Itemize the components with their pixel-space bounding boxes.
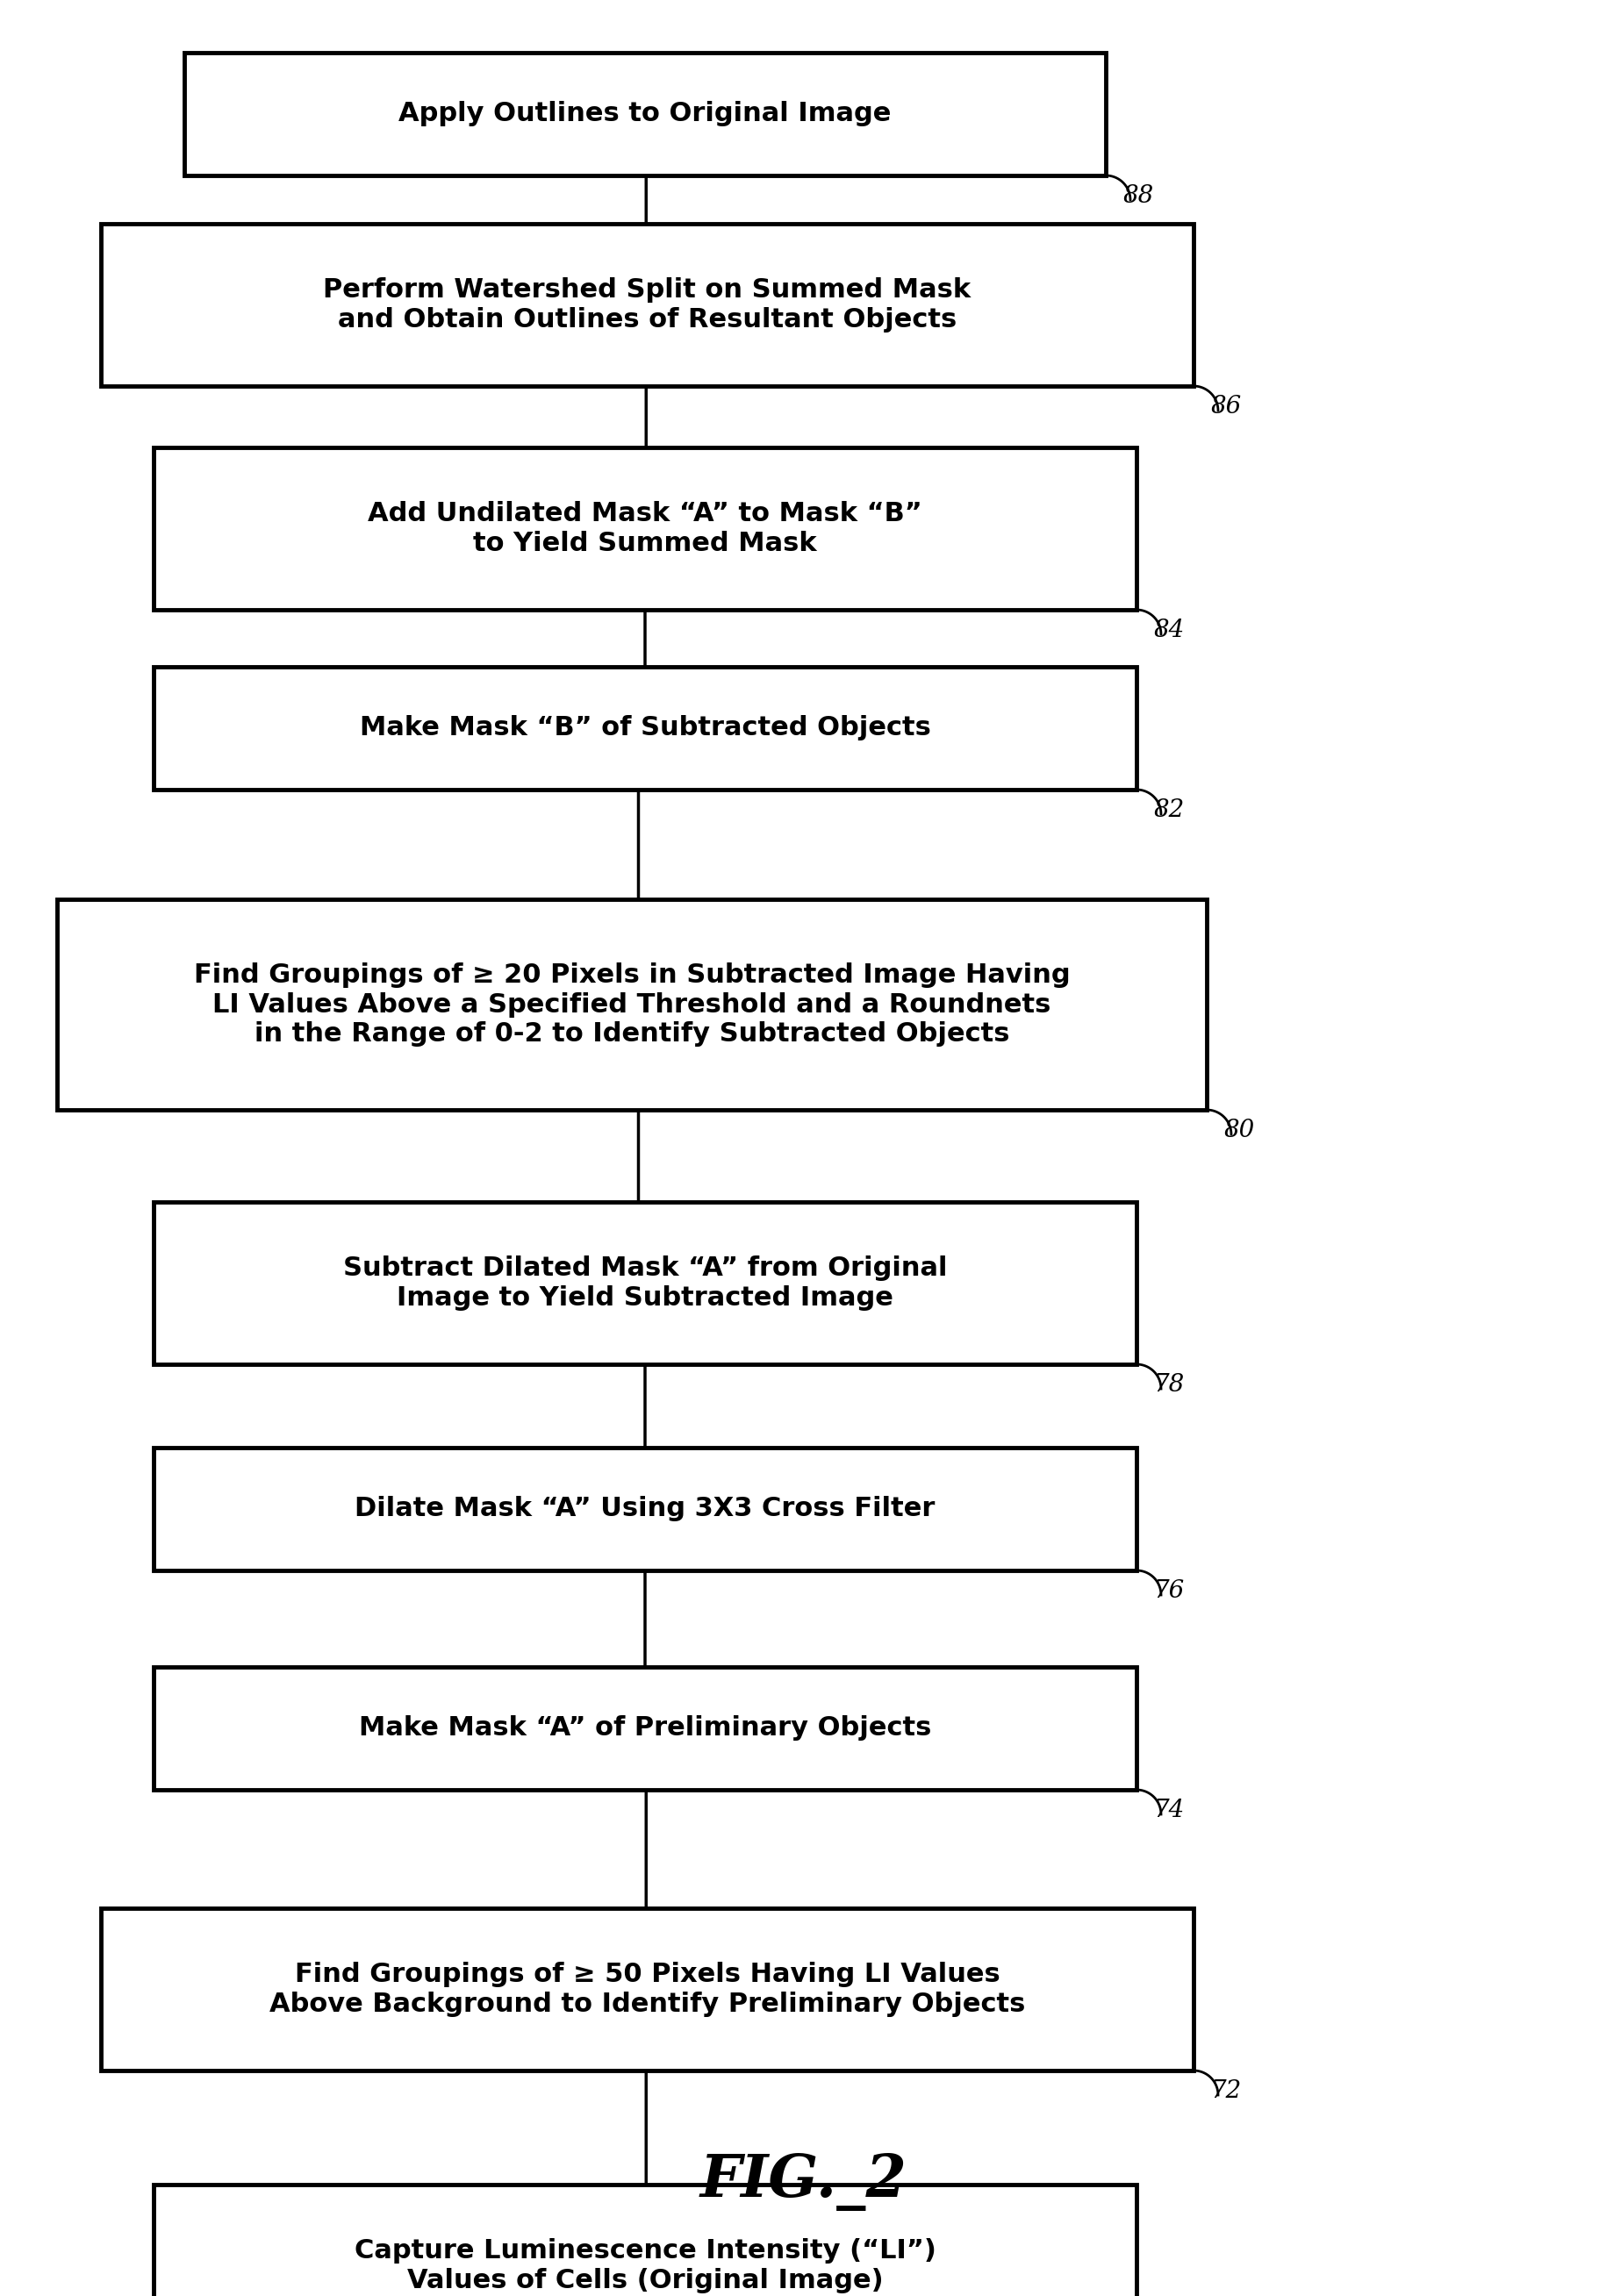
FancyBboxPatch shape <box>154 1446 1137 1570</box>
Text: Add Undilated Mask “A” to Mask “B”
to Yield Summed Mask: Add Undilated Mask “A” to Mask “B” to Yi… <box>368 501 922 556</box>
Text: 86: 86 <box>1211 395 1241 418</box>
Text: 78: 78 <box>1155 1373 1185 1396</box>
Text: Make Mask “A” of Preliminary Objects: Make Mask “A” of Preliminary Objects <box>358 1715 931 1740</box>
Text: Capture Luminescence Intensity (“LI”)
Values of Cells (Original Image): Capture Luminescence Intensity (“LI”) Va… <box>355 2239 936 2294</box>
Text: 76: 76 <box>1155 1580 1185 1603</box>
Text: Perform Watershed Split on Summed Mask
and Obtain Outlines of Resultant Objects: Perform Watershed Split on Summed Mask a… <box>323 278 972 333</box>
FancyBboxPatch shape <box>101 223 1193 386</box>
FancyBboxPatch shape <box>101 1908 1193 2071</box>
Text: 82: 82 <box>1155 799 1185 822</box>
Text: 88: 88 <box>1123 184 1155 209</box>
Text: Apply Outlines to Original Image: Apply Outlines to Original Image <box>398 101 891 126</box>
FancyBboxPatch shape <box>154 1667 1137 1791</box>
FancyBboxPatch shape <box>154 666 1137 790</box>
Text: Find Groupings of ≥ 50 Pixels Having LI Values
Above Background to Identify Prel: Find Groupings of ≥ 50 Pixels Having LI … <box>270 1961 1025 2016</box>
Text: 84: 84 <box>1155 618 1185 643</box>
FancyBboxPatch shape <box>154 1203 1137 1364</box>
Text: 72: 72 <box>1211 2080 1241 2103</box>
Text: 74: 74 <box>1155 1798 1185 1823</box>
Text: Dilate Mask “A” Using 3X3 Cross Filter: Dilate Mask “A” Using 3X3 Cross Filter <box>355 1497 935 1522</box>
FancyBboxPatch shape <box>154 448 1137 611</box>
Text: Make Mask “B” of Subtracted Objects: Make Mask “B” of Subtracted Objects <box>360 716 930 742</box>
FancyBboxPatch shape <box>185 53 1107 174</box>
Text: Subtract Dilated Mask “A” from Original
Image to Yield Subtracted Image: Subtract Dilated Mask “A” from Original … <box>344 1256 948 1311</box>
Text: 80: 80 <box>1224 1118 1256 1143</box>
FancyBboxPatch shape <box>154 2183 1137 2296</box>
FancyBboxPatch shape <box>58 900 1206 1109</box>
Text: Find Groupings of ≥ 20 Pixels in Subtracted Image Having
LI Values Above a Speci: Find Groupings of ≥ 20 Pixels in Subtrac… <box>194 962 1070 1047</box>
Text: FIG._2: FIG._2 <box>700 2154 906 2211</box>
